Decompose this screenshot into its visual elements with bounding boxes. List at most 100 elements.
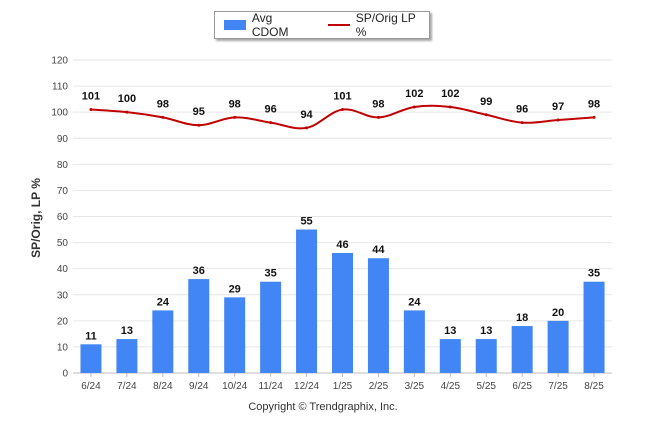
line-label: 99 xyxy=(480,96,492,108)
y-tick-label: 30 xyxy=(57,290,69,301)
bar[interactable] xyxy=(188,279,210,373)
bar-label: 11 xyxy=(85,330,97,342)
y-tick-label: 10 xyxy=(57,342,69,353)
x-tick-label: 5/25 xyxy=(476,381,496,392)
bar[interactable] xyxy=(583,281,605,373)
line-label: 98 xyxy=(372,98,384,110)
line-label: 101 xyxy=(82,91,100,103)
x-tick-label: 7/24 xyxy=(117,381,137,392)
y-tick-label: 40 xyxy=(57,264,69,275)
y-tick-label: 90 xyxy=(57,134,69,145)
legend-label-bar: Avg CDOM xyxy=(251,11,289,39)
line-point[interactable] xyxy=(269,121,273,125)
line-label: 97 xyxy=(552,101,564,113)
y-tick-label: 20 xyxy=(57,316,69,327)
bar[interactable] xyxy=(511,326,533,373)
line-point[interactable] xyxy=(341,108,344,112)
x-tick-label: 6/24 xyxy=(81,381,101,392)
line-point[interactable] xyxy=(125,110,129,114)
x-tick-label: 1/25 xyxy=(333,381,353,392)
line-label: 94 xyxy=(300,109,313,121)
line-label: 98 xyxy=(157,98,169,110)
line-series xyxy=(89,104,596,130)
bar-label: 35 xyxy=(588,268,600,280)
bar[interactable] xyxy=(152,310,174,373)
line-label: 98 xyxy=(588,98,600,110)
line-label: 96 xyxy=(265,104,277,116)
x-tick-label: 11/24 xyxy=(258,381,283,392)
x-tick-label: 10/24 xyxy=(222,381,247,392)
x-tick-label: 2/25 xyxy=(369,381,389,392)
bar-label: 24 xyxy=(408,296,421,308)
bar[interactable] xyxy=(403,310,425,373)
line-label: 98 xyxy=(229,98,241,110)
y-tick-label: 0 xyxy=(62,369,68,380)
bar-label: 55 xyxy=(300,216,312,228)
line-label: 96 xyxy=(516,104,528,116)
line-label: 100 xyxy=(118,93,136,105)
y-tick-label: 100 xyxy=(51,108,68,119)
bar[interactable] xyxy=(547,320,569,373)
y-axis-ticks: 0 10 20 30 40 50 60 70 80 90 100 110 120 xyxy=(51,56,68,380)
x-axis-ticks: 6/24 7/24 8/24 9/24 10/24 11/24 12/24 1/25 2/25 3… xyxy=(81,373,604,392)
y-tick-label: 80 xyxy=(57,160,69,171)
line-point[interactable] xyxy=(484,113,488,117)
legend-label-line: SP/Orig LP % xyxy=(355,11,416,39)
y-tick-label: 70 xyxy=(57,186,69,197)
bar[interactable] xyxy=(296,229,318,373)
x-tick-label: 12/24 xyxy=(294,381,319,392)
y-tick-label: 110 xyxy=(52,82,68,93)
legend-item-line[interactable]: SP/Orig LP % xyxy=(312,11,429,39)
line-point[interactable] xyxy=(305,126,309,130)
line-label: 95 xyxy=(193,106,205,118)
line-point[interactable] xyxy=(592,115,596,119)
bar-label: 13 xyxy=(121,325,133,337)
bar[interactable] xyxy=(367,258,389,373)
x-tick-label: 9/24 xyxy=(189,381,209,392)
legend-swatch-bar xyxy=(224,20,246,30)
line-point[interactable] xyxy=(556,118,560,122)
line-point[interactable] xyxy=(448,105,452,109)
bar[interactable] xyxy=(260,281,282,373)
y-tick-label: 60 xyxy=(57,212,69,223)
bar[interactable] xyxy=(80,344,102,373)
x-tick-label: 4/25 xyxy=(441,381,461,392)
line-point[interactable] xyxy=(376,115,380,119)
line-point[interactable] xyxy=(233,115,237,119)
bar-label: 29 xyxy=(229,283,241,295)
line-point[interactable] xyxy=(89,108,93,112)
bar-label: 13 xyxy=(480,325,492,337)
line-label: 101 xyxy=(333,91,351,103)
x-tick-label: 6/25 xyxy=(512,381,532,392)
line-point[interactable] xyxy=(161,115,165,119)
copyright: Copyright © Trendgraphix, Inc. xyxy=(248,401,398,413)
bar-label: 35 xyxy=(265,268,277,280)
bar-data-labels: 11 13 24 36 29 35 55 46 44 24 13 13 18 20 35 xyxy=(85,216,600,343)
line-point[interactable] xyxy=(197,123,201,127)
legend: Avg CDOM SP/Orig LP % xyxy=(214,11,430,39)
legend-item-bar[interactable]: Avg CDOM xyxy=(215,11,312,39)
bar-label: 20 xyxy=(552,307,564,319)
y-tick-label: 120 xyxy=(51,56,68,67)
bars xyxy=(80,229,605,373)
bar-label: 13 xyxy=(444,325,456,337)
line-point[interactable] xyxy=(520,121,524,125)
line-label: 102 xyxy=(405,88,423,100)
bar[interactable] xyxy=(332,253,353,373)
line-point[interactable] xyxy=(412,105,416,109)
bar-label: 18 xyxy=(516,312,528,324)
bar[interactable] xyxy=(224,297,246,373)
bar-label: 46 xyxy=(336,239,348,251)
legend-swatch-line xyxy=(327,24,350,26)
y-axis-label: SP/Orig, LP % xyxy=(29,178,43,258)
x-tick-label: 7/25 xyxy=(548,381,568,392)
x-tick-label: 8/24 xyxy=(153,381,173,392)
line-label: 102 xyxy=(441,88,459,100)
bar-label: 36 xyxy=(193,265,205,277)
bar-label: 44 xyxy=(372,244,385,256)
line-data-labels: 101 100 98 95 98 96 94 101 98 102 102 99 96 97 98 xyxy=(82,88,600,121)
bar[interactable] xyxy=(475,339,497,373)
bar[interactable] xyxy=(116,339,138,373)
bar[interactable] xyxy=(439,339,461,373)
